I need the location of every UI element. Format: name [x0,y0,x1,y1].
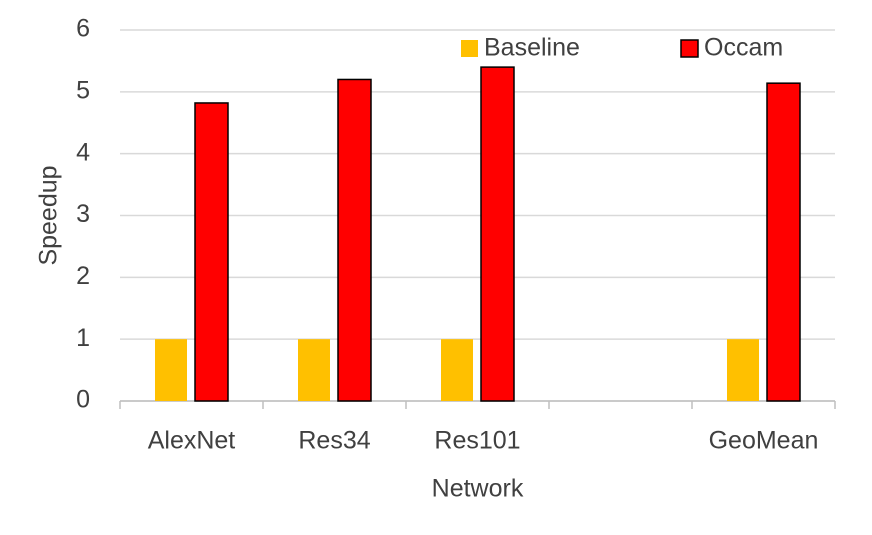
y-tick-label: 5 [76,76,90,104]
x-tick-label: Res34 [298,427,370,455]
y-tick-label: 4 [76,138,90,166]
bar [337,78,372,402]
y-axis-label: Speedup [35,165,63,265]
x-axis-label: Network [432,475,524,503]
y-tick-label: 2 [76,262,90,290]
x-tick-label: GeoMean [709,427,819,455]
legend-swatch [680,39,699,58]
y-tick-label: 6 [76,15,90,43]
bar [766,82,801,402]
bar [727,339,759,401]
bar [194,102,229,402]
y-tick-label: 1 [76,324,90,352]
x-tick-label: AlexNet [148,427,236,455]
bar [298,339,330,401]
y-tick-label: 3 [76,200,90,228]
legend-swatch [461,40,478,57]
bar [155,339,187,401]
bar [480,66,515,402]
legend-label: Baseline [484,34,580,62]
legend-label: Occam [704,34,783,62]
bar [441,339,473,401]
x-tick-label: Res101 [434,427,520,455]
y-tick-label: 0 [76,386,90,414]
